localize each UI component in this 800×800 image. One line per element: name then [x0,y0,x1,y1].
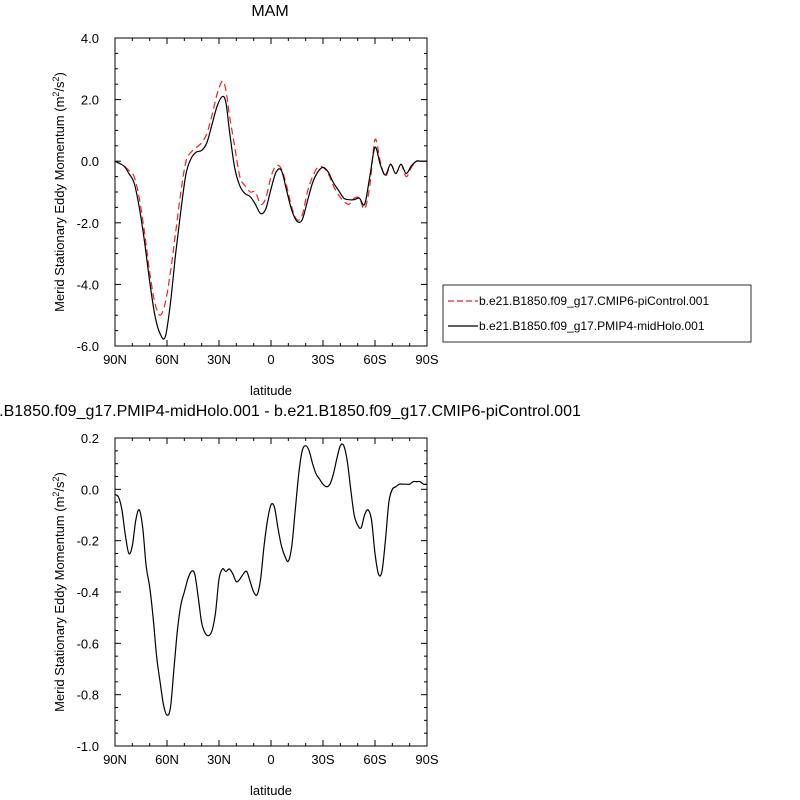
bottom-title: b.e21.B1850.f09_g17.PMIP4-midHolo.001 - … [0,403,581,420]
top-series [114,80,427,340]
bottom-x-tick-label: 90N [103,752,127,767]
bottom-x-tick-label: 90S [415,752,438,767]
bottom-y-tick-label: -0.2 [77,534,99,549]
bottom-x-tick-label: 0 [267,752,274,767]
top-y-axis-label: Merid Stationary Eddy Momentum (m2/s2) [51,72,67,312]
top-series-line-midholo [114,95,427,340]
bottom-y-tick-label: -1.0 [77,739,99,754]
top-y-tick-label: -4.0 [77,277,99,292]
bottom-x-tick-label: 60N [155,752,179,767]
legend: b.e21.B1850.f09_g17.CMIP6-piControl.001 … [442,284,752,343]
top-plot-frame [114,37,428,347]
bottom-y-tick-label: -0.6 [77,636,99,651]
bottom-y-tick-label: 0.2 [81,431,99,446]
top-y-tick-label: -6.0 [77,339,99,354]
top-x-tick-label: 0 [267,352,274,367]
bottom-series [114,443,428,716]
top-x-tick-label: 90N [103,352,127,367]
top-x-tick-label: 90S [415,352,438,367]
top-x-tick-label: 60S [363,352,386,367]
top-y-tick-label: 4.0 [81,31,99,46]
bottom-plot-frame [114,437,428,747]
top-y-tick-label: -2.0 [77,216,99,231]
bottom-y-axis-label: Merid Stationary Eddy Momentum (m2/s2) [51,472,67,712]
bottom-x-tick-label: 30S [311,752,334,767]
top-x-axis-label: latitude [250,383,292,398]
legend-label-control: b.e21.B1850.f09_g17.CMIP6-piControl.001 [479,294,709,308]
top-ticks: 90N 60N 30N 0 30S 60S 90S -6.0 -4.0 -2.0 0.0 2.0 4.0 [77,31,439,367]
bottom-series-line-midholo [114,443,428,716]
bottom-x-axis-label: latitude [250,783,292,798]
bottom-ticks: 90N 60N 30N 0 30S 60S 90S -1.0 -0.8 -0.6 -0.4 -0.2 0… [77,431,439,767]
bottom-y-tick-label: 0.0 [81,482,99,497]
bottom-x-tick-label: 60S [363,752,386,767]
top-x-tick-label: 60N [155,352,179,367]
bottom-y-tick-label: -0.4 [77,585,99,600]
top-x-tick-label: 30S [311,352,334,367]
top-title: MAM [251,3,288,20]
top-y-tick-label: 2.0 [81,93,99,108]
top-y-tick-label: 0.0 [81,154,99,169]
bottom-y-tick-label: -0.8 [77,688,99,703]
legend-label-midholo: b.e21.B1850.f09_g17.PMIP4-midHolo.001 [479,319,705,333]
top-panel: MAM 90N 60N 30N 0 30S 60S 90S -6.0 -4.0 -2.0 0.0 2.… [51,3,439,398]
bottom-panel: b.e21.B1850.f09_g17.PMIP4-midHolo.001 - … [0,403,581,798]
legend-box [442,284,752,343]
top-series-line-control [114,80,427,316]
top-x-tick-label: 30N [207,352,231,367]
bottom-x-tick-label: 30N [207,752,231,767]
